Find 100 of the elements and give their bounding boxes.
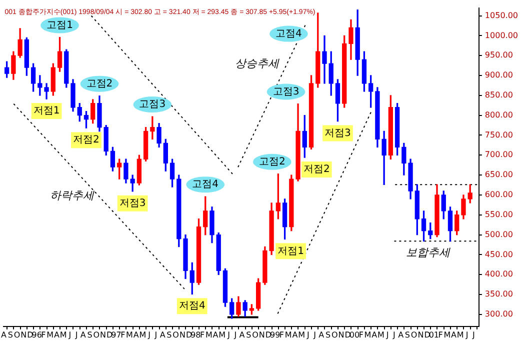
annotation: 하락추세 (50, 189, 96, 202)
x-tick-label: O (172, 330, 179, 340)
x-tick-label: S (404, 330, 410, 340)
annotation: 저점1 (33, 106, 60, 117)
x-tick-label: M (218, 330, 226, 340)
x-tick-label: J (226, 330, 230, 340)
x-tick-label: D (27, 330, 34, 340)
x-tick-label: F (279, 330, 284, 340)
x-tick-label: A (133, 330, 140, 340)
y-tick-label: 950.00 (484, 50, 513, 60)
y-tick-label: 500.00 (484, 230, 513, 239)
x-tick-label: A (0, 330, 7, 340)
x-tick-label: M (46, 330, 54, 340)
y-tick-label: 450.00 (484, 250, 513, 259)
x-tick-label: F (120, 330, 126, 340)
x-tick-label: 00 (349, 330, 360, 340)
annotation: 고점3 (139, 99, 166, 110)
x-tick-label: S (166, 330, 172, 340)
x-tick-label: N (258, 330, 265, 340)
x-tick-label: O (331, 330, 338, 340)
annotation: 상승추세 (234, 56, 280, 70)
annotation: 저점2 (73, 134, 100, 146)
x-tick-label: J (392, 330, 396, 340)
x-tick-label: M (364, 330, 372, 340)
y-tick-label: 850.00 (484, 90, 513, 100)
x-tick-label: J (312, 330, 316, 340)
y-tick-label: 400.00 (484, 270, 513, 279)
x-tick-label: M (126, 330, 134, 340)
x-tick-label: J (74, 330, 78, 340)
x-tick-label: 99 (270, 330, 280, 340)
y-tick-label: 300.00 (484, 310, 513, 319)
x-tick-label: A (239, 330, 246, 340)
x-tick-label: M (444, 330, 451, 340)
x-tick-label: F (41, 330, 46, 340)
annotation: 고점4 (276, 28, 302, 40)
x-tick-label: A (451, 330, 458, 340)
annotation: 보합추세 (406, 246, 451, 260)
x-tick-label: J (68, 330, 72, 340)
x-tick-label: J (306, 330, 310, 340)
x-tick-label: A (212, 330, 219, 340)
x-tick-label: S (87, 330, 92, 340)
annotation: 저점3 (324, 128, 351, 139)
x-tick-label: 97 (111, 330, 122, 340)
x-tick-label: N (20, 330, 27, 340)
annotation: 저점3 (119, 198, 146, 209)
x-tick-label: N (418, 330, 424, 340)
x-tick-label: N (179, 330, 186, 340)
x-tick-label: S (325, 330, 331, 340)
y-tick-label: 650.00 (484, 170, 513, 180)
x-tick-label: S (246, 330, 252, 340)
x-tick-label: D (186, 330, 192, 340)
x-tick-label: J (464, 330, 468, 340)
annotation: 고점4 (192, 179, 219, 190)
x-tick-label: A (398, 330, 404, 340)
x-tick-label: A (292, 330, 298, 340)
x-tick-label: D (106, 330, 113, 340)
x-tick-label: A (54, 330, 60, 340)
x-tick-label: O (252, 330, 258, 340)
x-tick-label: J (233, 330, 237, 340)
y-tick-label: 1050.00 (484, 10, 518, 20)
x-tick-label: 96 (32, 330, 42, 340)
x-tick-label: J (471, 330, 475, 340)
annotation: 고점2 (86, 78, 113, 90)
x-tick-label: J (385, 330, 389, 340)
y-tick-label: 900.00 (484, 70, 513, 80)
annotation: 저점4 (178, 300, 206, 312)
x-tick-label: J (147, 330, 151, 340)
x-tick-label: N (100, 330, 106, 340)
x-tick-label: A (318, 330, 325, 340)
x-tick-label: A (80, 330, 86, 340)
x-tick-label: 01 (428, 330, 440, 340)
x-tick-label: O (14, 330, 20, 340)
x-tick-label: M (284, 330, 292, 340)
annotation: 고점1 (46, 20, 73, 31)
annotation: 저점2 (303, 164, 330, 176)
x-tick-label: J (154, 330, 158, 340)
y-tick-label: 700.00 (484, 150, 513, 160)
x-tick-label: M (378, 330, 385, 340)
y-tick-label: 550.00 (484, 210, 513, 219)
y-tick-label: 750.00 (484, 130, 513, 140)
annotation: 고점2 (258, 156, 286, 168)
annotation: 고점3 (272, 86, 300, 98)
y-tick-label: 600.00 (484, 190, 513, 200)
x-tick-label: M (60, 330, 67, 340)
x-tick-label: M (298, 330, 306, 340)
x-tick-label: M (139, 330, 146, 340)
x-tick-label: O (410, 330, 418, 340)
x-tick-label: F (358, 330, 364, 340)
x-tick-label: S (8, 330, 13, 340)
x-tick-label: D (265, 330, 272, 340)
x-tick-label: A (160, 330, 166, 340)
x-tick-label: F (200, 330, 205, 340)
x-tick-label: F (438, 330, 444, 340)
x-tick-label: M (456, 330, 464, 340)
y-tick-label: 1000.00 (484, 30, 518, 40)
x-tick-label: A (372, 330, 378, 340)
x-tick-label: N (338, 330, 344, 340)
x-tick-label: 98 (190, 330, 201, 340)
annotation: 저점1 (278, 246, 304, 257)
y-tick-label: 350.00 (484, 290, 513, 299)
